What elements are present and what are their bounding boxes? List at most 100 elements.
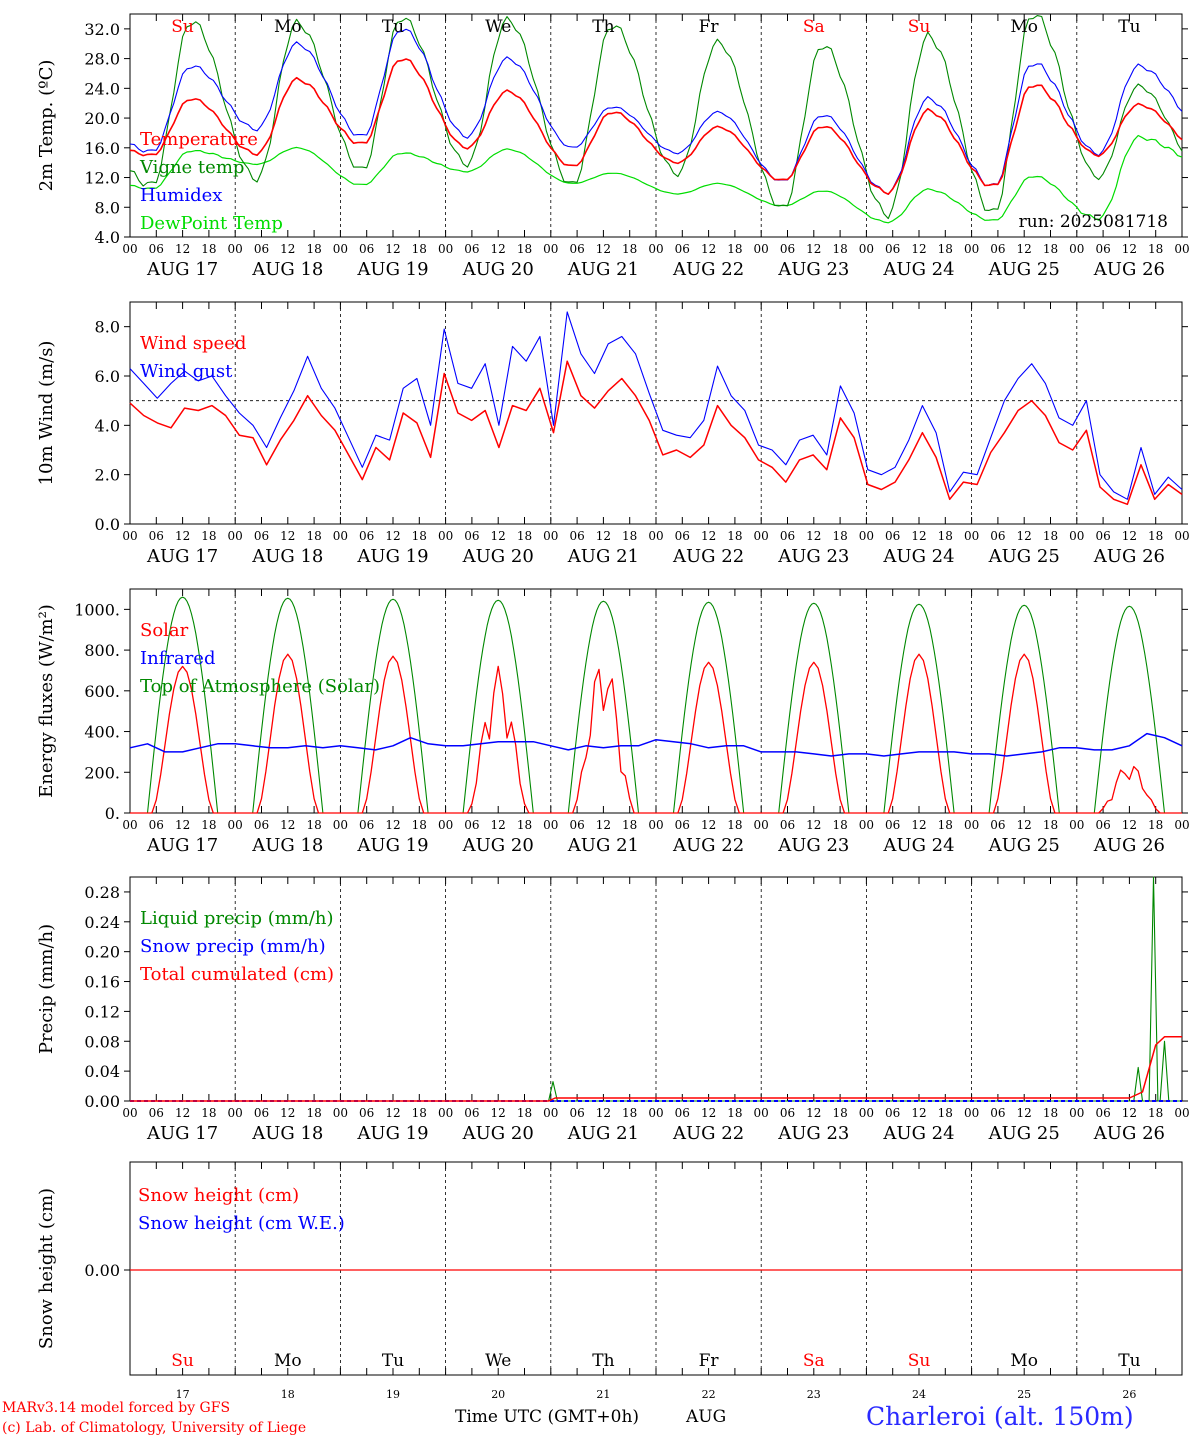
hour-tick-label: 18 (1043, 242, 1058, 256)
day-label: AUG 17 (146, 546, 218, 567)
hour-tick-label: 12 (596, 818, 611, 832)
y-tick-label: 0.0 (95, 515, 120, 534)
legend-entry: Humidex (140, 185, 222, 206)
hour-tick-label: 06 (569, 242, 584, 256)
hour-tick-label: 06 (885, 818, 900, 832)
day-label: AUG 23 (777, 835, 849, 856)
hour-tick-label: 18 (622, 1106, 637, 1120)
legend-entry: Infrared (140, 648, 215, 669)
hour-tick-label: 12 (701, 818, 716, 832)
hour-tick-label: 06 (675, 529, 690, 543)
day-label: AUG 26 (1093, 259, 1165, 280)
y-tick-label: 0.04 (84, 1062, 120, 1081)
hour-tick-label: 06 (1095, 1106, 1110, 1120)
hour-tick-label: 06 (569, 529, 584, 543)
legend-entry: Snow height (cm W.E.) (138, 1213, 345, 1234)
hour-tick-label: 06 (359, 242, 374, 256)
hour-tick-label: 12 (175, 529, 190, 543)
weekday-label: Mo (274, 1351, 302, 1371)
hour-tick-label: 00 (228, 1106, 243, 1120)
day-label: AUG 21 (567, 259, 639, 280)
hour-tick-label: 12 (280, 818, 295, 832)
hour-tick-label: 00 (228, 242, 243, 256)
hour-tick-label: 00 (122, 1106, 137, 1120)
hour-tick-label: 00 (754, 818, 769, 832)
y-tick-label: 8.0 (95, 318, 120, 337)
hour-tick-label: 18 (412, 818, 427, 832)
hour-tick-label: 12 (596, 1106, 611, 1120)
y-tick-label: 0. (105, 804, 120, 823)
day-number-label: 19 (386, 1388, 400, 1401)
weekday-label: Tu (382, 1351, 404, 1371)
hour-tick-label: 18 (201, 818, 216, 832)
hour-tick-label: 06 (464, 242, 479, 256)
day-label: AUG 18 (251, 259, 323, 280)
legend-entry: Snow height (cm) (138, 1185, 299, 1206)
day-number-label: 24 (912, 1388, 926, 1401)
hour-tick-label: 12 (491, 529, 506, 543)
hour-tick-label: 18 (622, 242, 637, 256)
day-label: AUG 18 (251, 835, 323, 856)
hour-tick-label: 12 (911, 818, 926, 832)
hour-tick-label: 00 (438, 1106, 453, 1120)
day-number-label: 26 (1122, 1388, 1136, 1401)
hour-tick-label: 18 (938, 242, 953, 256)
hour-tick-label: 06 (1095, 242, 1110, 256)
hour-tick-label: 12 (1122, 242, 1137, 256)
hour-tick-label: 18 (517, 1106, 532, 1120)
hour-tick-label: 18 (727, 242, 742, 256)
hour-tick-label: 06 (149, 1106, 164, 1120)
hour-tick-label: 00 (333, 818, 348, 832)
hour-tick-label: 12 (596, 242, 611, 256)
weekday-label: We (485, 17, 511, 37)
hour-tick-label: 00 (1069, 529, 1084, 543)
day-label: AUG 17 (146, 259, 218, 280)
hour-tick-label: 00 (648, 242, 663, 256)
hour-tick-label: 06 (569, 1106, 584, 1120)
hour-tick-label: 18 (412, 242, 427, 256)
hour-tick-label: 18 (832, 1106, 847, 1120)
hour-tick-label: 06 (569, 818, 584, 832)
hour-tick-label: 06 (990, 818, 1005, 832)
hour-tick-label: 12 (806, 1106, 821, 1120)
legend-entry: Total cumulated (cm) (140, 964, 334, 985)
weekday-label: Th (592, 17, 614, 37)
hour-tick-label: 12 (806, 242, 821, 256)
hour-tick-label: 06 (675, 818, 690, 832)
day-number-label: 22 (702, 1388, 716, 1401)
hour-tick-label: 06 (885, 529, 900, 543)
hour-tick-label: 18 (622, 529, 637, 543)
hour-tick-label: 18 (517, 242, 532, 256)
hour-tick-label: 00 (754, 529, 769, 543)
hour-tick-label: 06 (780, 529, 795, 543)
hour-tick-label: 06 (359, 529, 374, 543)
series-line (129, 732, 1183, 757)
hour-tick-label: 00 (1069, 818, 1084, 832)
hour-tick-label: 00 (228, 529, 243, 543)
hour-tick-label: 18 (1043, 818, 1058, 832)
hour-tick-label: 18 (306, 818, 321, 832)
day-label: AUG 20 (462, 546, 534, 567)
y-tick-label: 4.0 (95, 416, 120, 435)
hour-tick-label: 00 (1069, 242, 1084, 256)
y-tick-label: 6.0 (95, 367, 120, 386)
y-tick-label: 200. (84, 763, 120, 782)
hour-tick-label: 18 (832, 242, 847, 256)
day-number-label: 23 (807, 1388, 821, 1401)
hour-tick-label: 00 (122, 818, 137, 832)
hour-tick-label: 12 (1122, 1106, 1137, 1120)
y-tick-label: 0.08 (84, 1032, 120, 1051)
hour-tick-label: 12 (1017, 529, 1032, 543)
hour-tick-label: 12 (911, 1106, 926, 1120)
day-number-label: 17 (176, 1388, 190, 1401)
hour-tick-label: 18 (306, 1106, 321, 1120)
y-axis-label: 2m Temp. (ºC) (36, 60, 57, 192)
hour-tick-label: 06 (885, 242, 900, 256)
hour-tick-label: 00 (543, 1106, 558, 1120)
day-label: AUG 23 (777, 546, 849, 567)
hour-tick-label: 12 (385, 818, 400, 832)
hour-tick-label: 06 (149, 529, 164, 543)
weekday-label: Tu (382, 17, 404, 37)
day-label: AUG 22 (672, 835, 744, 856)
day-label: AUG 22 (672, 546, 744, 567)
